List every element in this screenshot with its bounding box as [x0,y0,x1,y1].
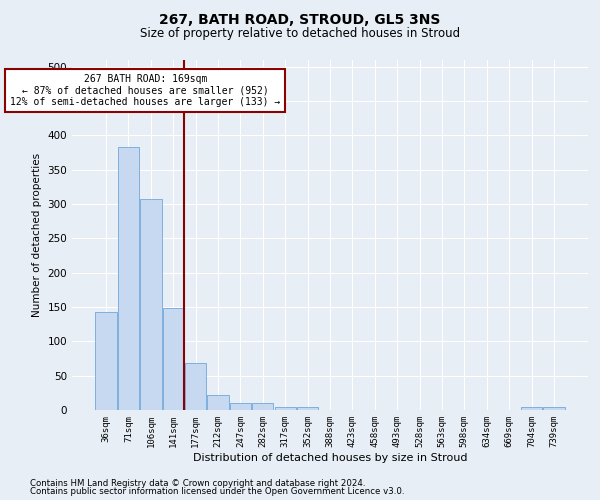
Bar [543,406,565,410]
Bar [163,308,184,410]
Bar [140,200,161,410]
Text: 267 BATH ROAD: 169sqm
← 87% of detached houses are smaller (952)
12% of semi-det: 267 BATH ROAD: 169sqm ← 87% of detached … [10,74,280,107]
Text: 267, BATH ROAD, STROUD, GL5 3NS: 267, BATH ROAD, STROUD, GL5 3NS [160,12,440,26]
Text: Size of property relative to detached houses in Stroud: Size of property relative to detached ho… [140,28,460,40]
Bar [252,403,274,410]
Y-axis label: Number of detached properties: Number of detached properties [32,153,42,317]
Bar [230,403,251,410]
X-axis label: Distribution of detached houses by size in Stroud: Distribution of detached houses by size … [193,452,467,462]
Bar [118,147,139,410]
Text: Contains HM Land Registry data © Crown copyright and database right 2024.: Contains HM Land Registry data © Crown c… [30,478,365,488]
Bar [95,312,117,410]
Bar [297,406,318,410]
Bar [521,406,542,410]
Bar [275,406,296,410]
Bar [185,362,206,410]
Text: Contains public sector information licensed under the Open Government Licence v3: Contains public sector information licen… [30,487,404,496]
Bar [208,395,229,410]
